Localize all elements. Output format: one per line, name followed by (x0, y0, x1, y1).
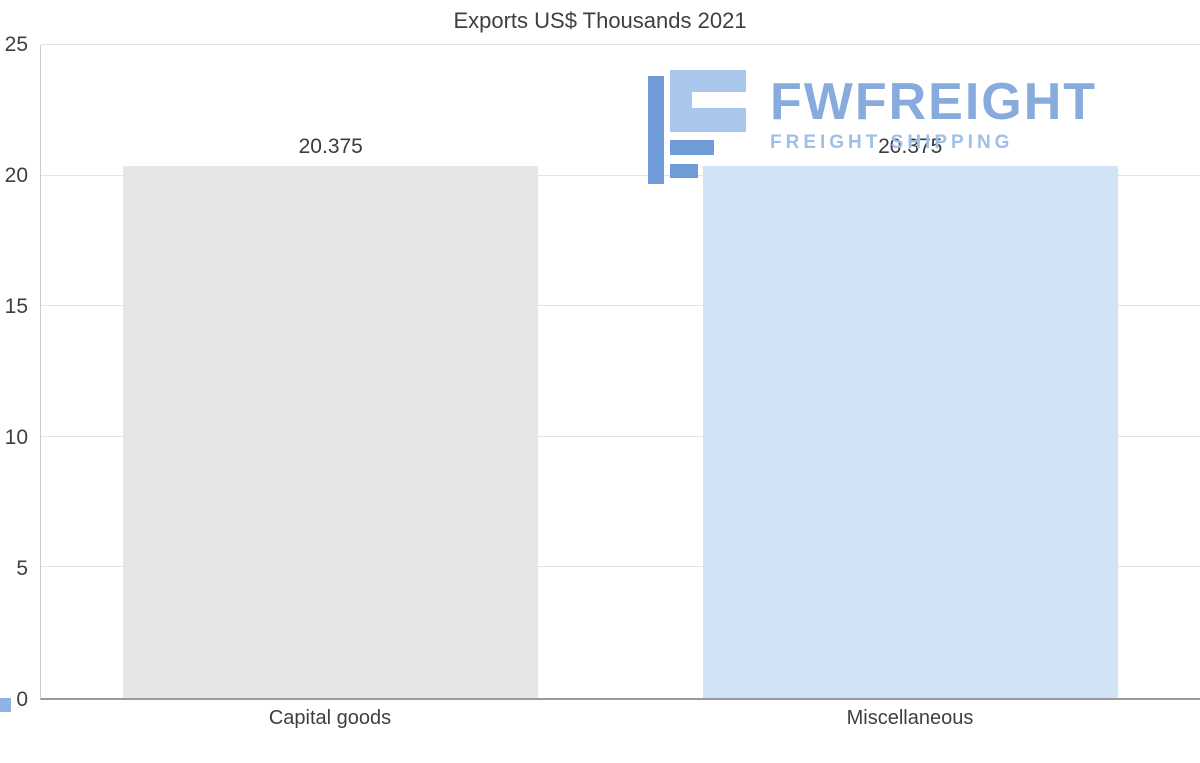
corner-marker (0, 698, 11, 712)
gridlines (41, 44, 1200, 698)
chart-title: Exports US$ Thousands 2021 (453, 8, 747, 33)
bars-container: 20.375 20.375 (41, 45, 1200, 698)
y-tick-label: 5 (16, 557, 28, 580)
y-tick-label: 20 (4, 164, 28, 187)
gridline (41, 174, 1200, 176)
gridline (41, 44, 1200, 45)
y-axis: 0 5 10 15 20 25 (0, 33, 34, 711)
plot-area: 20.375 20.375 (40, 44, 1200, 700)
bar-miscellaneous[interactable] (702, 165, 1118, 698)
value-label: 20.375 (878, 134, 943, 158)
y-tick-label: 10 (4, 426, 28, 449)
x-label-capital-goods: Capital goods (268, 707, 392, 729)
gridline (41, 435, 1200, 437)
value-label: 20.375 (298, 134, 363, 158)
x-label-miscellaneous: Miscellaneous (846, 707, 974, 729)
bar-slot-miscellaneous: 20.375 (621, 45, 1200, 698)
x-axis: Capital goods Miscellaneous (40, 707, 1200, 730)
bar-slot-capital-goods: 20.375 (41, 45, 621, 698)
y-tick-label: 0 (16, 688, 28, 711)
bar-capital-goods[interactable] (123, 165, 539, 698)
gridline (41, 305, 1200, 307)
gridline (41, 566, 1200, 568)
y-tick-label: 25 (4, 33, 28, 56)
y-tick-label: 15 (4, 295, 28, 318)
